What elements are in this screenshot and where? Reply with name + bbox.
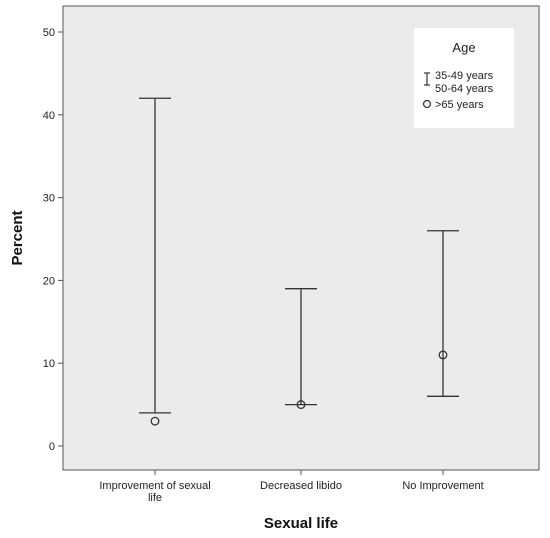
x-axis-title: Sexual life — [264, 515, 338, 532]
y-tick-label: 0 — [49, 441, 55, 453]
legend-entry-35-49: 35-49 years — [435, 70, 494, 82]
x-tick-label: Decreased libido — [260, 480, 342, 492]
legend: Age 35-49 years 50-64 years >65 years — [414, 28, 514, 128]
chart-marks — [139, 97, 459, 426]
y-tick-label: 50 — [43, 27, 55, 39]
data-point-65-plus — [296, 400, 306, 410]
y-axis-title: Percent — [9, 210, 26, 265]
legend-circle-icon — [422, 99, 432, 109]
legend-box — [414, 28, 514, 128]
y-axis: 0 10 20 30 40 50 — [43, 27, 63, 453]
data-point-65-plus — [150, 416, 160, 426]
legend-title: Age — [452, 40, 475, 55]
y-tick-label: 20 — [43, 275, 55, 287]
y-tick-label: 10 — [43, 358, 55, 370]
x-tick-label: No Improvement — [402, 480, 483, 492]
legend-entry-50-64: 50-64 years — [435, 83, 494, 95]
x-axis: Improvement of sexual life Decreased libid… — [99, 470, 484, 504]
y-tick-label: 40 — [43, 110, 55, 122]
legend-entry-65-plus: >65 years — [435, 99, 484, 111]
x-tick-label: Improvement of sexual life — [99, 480, 210, 504]
legend-bar-icon — [424, 72, 430, 86]
data-point-65-plus — [438, 350, 448, 360]
y-tick-label: 30 — [43, 193, 55, 205]
